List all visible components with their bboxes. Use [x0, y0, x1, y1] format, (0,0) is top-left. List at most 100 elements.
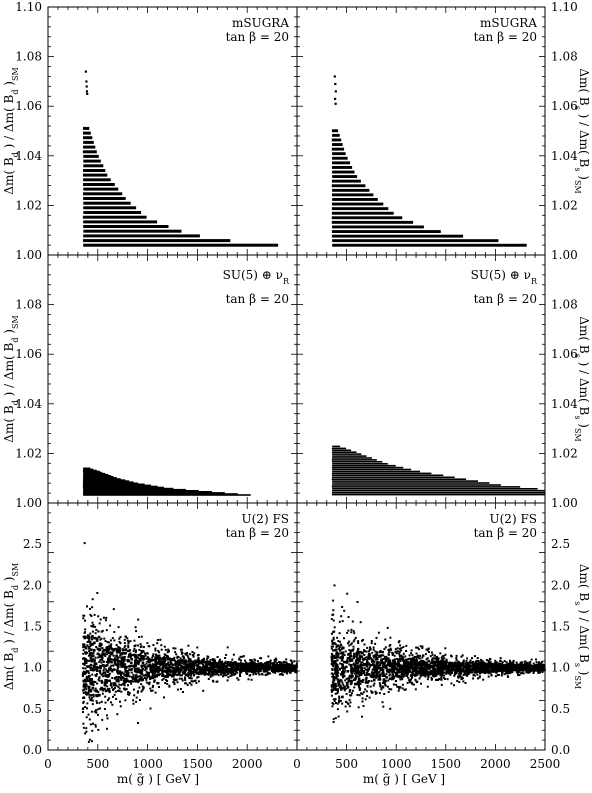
point-2-left-1549 — [120, 674, 122, 677]
core-2-right-64 — [442, 660, 445, 664]
point-2-right-920 — [445, 672, 448, 675]
core-2-right-88 — [333, 654, 336, 658]
band-1-right-0 — [332, 493, 545, 496]
point-2-left-447 — [139, 659, 142, 662]
point-2-left-643 — [140, 657, 143, 660]
point-2-left-152 — [109, 639, 112, 642]
core-2-right-275 — [448, 672, 451, 675]
point-2-left-1131 — [201, 659, 203, 662]
point-2-right-72 — [353, 672, 356, 675]
point-2-right-1088 — [465, 660, 468, 663]
point-2-left-6 — [130, 668, 133, 670]
core-2-left-360 — [147, 664, 150, 668]
core-2-right-191 — [368, 653, 371, 656]
band-1-left-18 — [83, 475, 112, 477]
point-2-left-362 — [202, 689, 205, 692]
core-2-right-223 — [360, 667, 364, 670]
band-1-right-15 — [332, 464, 396, 467]
point-2-right-306 — [426, 663, 429, 666]
point-2-right-1449 — [384, 684, 387, 687]
band-1-left-5 — [83, 488, 186, 491]
core-2-left-480 — [139, 670, 142, 674]
core-2-right-237 — [406, 661, 410, 664]
point-2-left-1308 — [107, 670, 110, 673]
point-2-left-809 — [92, 652, 95, 655]
band-0-left-3 — [83, 229, 182, 233]
point-2-left-941 — [90, 615, 93, 617]
band-1-left-8 — [83, 485, 158, 488]
point-2-right-232 — [466, 657, 469, 660]
point-2-left-1229 — [94, 687, 97, 690]
core-2-right-519 — [458, 664, 462, 668]
core-2-right-382 — [432, 667, 436, 671]
core-2-right-592 — [437, 671, 441, 674]
point-2-left-508 — [168, 685, 171, 688]
core-2-left-586 — [189, 662, 192, 666]
point-2-right-743 — [374, 690, 377, 693]
point-2-right-1127 — [410, 671, 413, 674]
core-2-right-215 — [330, 655, 334, 659]
point-2-left-1390 — [241, 655, 244, 658]
point-2-left-247 — [101, 647, 104, 650]
point-2-left-1237 — [113, 662, 116, 665]
point-2-left-590 — [83, 673, 86, 676]
point-2-left-1214 — [186, 652, 189, 654]
point-2-right-1075 — [335, 673, 338, 675]
core-2-left-120 — [120, 678, 123, 681]
core-2-right-674 — [354, 660, 358, 663]
point-2-left-1158 — [119, 663, 122, 666]
point-2-left-124 — [159, 638, 162, 641]
core-2-right-475 — [524, 667, 527, 670]
core-2-left-99 — [152, 670, 156, 673]
core-2-right-478 — [472, 665, 476, 668]
core-2-left-645 — [248, 665, 252, 668]
core-2-left-543 — [262, 668, 266, 671]
point-2-left-1339 — [152, 669, 155, 671]
point-2-left-119 — [156, 682, 159, 685]
core-2-left-681 — [192, 662, 196, 666]
point-2-left-1107 — [89, 642, 92, 645]
core-2-left-455 — [212, 665, 216, 669]
point-2-right-963 — [347, 703, 350, 705]
point-2-left-388 — [157, 654, 160, 657]
core-2-right-407 — [489, 664, 492, 667]
core-2-left-439 — [290, 664, 294, 668]
point-2-left-289 — [143, 674, 146, 677]
point-2-left-489 — [90, 625, 93, 628]
core-2-right-591 — [512, 665, 516, 669]
point-2-left-349 — [89, 607, 91, 610]
point-2-left-582 — [157, 671, 160, 673]
core-2-left-138 — [126, 674, 130, 677]
core-2-right-665 — [388, 664, 392, 668]
core-2-right-647 — [495, 665, 498, 668]
point-2-left-1317 — [108, 672, 111, 675]
point-2-left-290 — [84, 628, 87, 631]
point-2-left-1511 — [151, 656, 154, 659]
core-2-left-112 — [189, 659, 192, 663]
point-2-right-628 — [397, 665, 399, 668]
point-2-right-693 — [388, 650, 391, 653]
core-2-right-329 — [359, 664, 363, 667]
band-0-right-8 — [331, 207, 389, 211]
core-2-right-495 — [356, 665, 360, 669]
point-2-right-1404 — [435, 659, 438, 662]
core-2-right-640 — [473, 667, 477, 671]
point-2-right-729 — [361, 693, 364, 696]
point-2-left-658 — [175, 667, 178, 670]
point-2-right-1105 — [391, 654, 394, 656]
point-2-right-853 — [383, 693, 386, 695]
point-2-left-918 — [134, 651, 137, 653]
point-2-right-1223 — [455, 659, 458, 661]
point-2-right-1345 — [477, 660, 480, 663]
core-2-right-434 — [450, 661, 454, 665]
point-2-left-1100 — [190, 680, 193, 683]
core-2-right-298 — [336, 678, 340, 681]
point-2-right-1116 — [443, 657, 446, 660]
point-2-right-187 — [346, 681, 349, 684]
core-2-right-184 — [386, 658, 389, 661]
point-2-left-1206 — [85, 716, 88, 719]
point-2-right-1459 — [365, 677, 368, 679]
point-2-left-1483 — [195, 664, 198, 667]
point-2-left-1187 — [193, 673, 196, 676]
point-2-right-1252 — [403, 672, 406, 675]
